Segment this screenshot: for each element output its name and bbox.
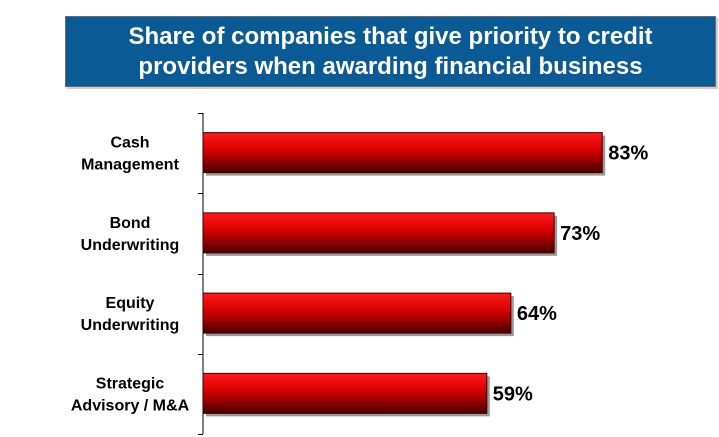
bar: [202, 292, 512, 334]
category-label: Advisory / M&A: [71, 397, 190, 414]
category-label: Management: [81, 157, 179, 174]
category-label: Cash: [110, 135, 149, 152]
category-label: Strategic: [96, 375, 165, 392]
label-layer: 83% Cash Management 73% Bond Underwriting 64% E…: [71, 135, 649, 415]
bar-layer: [202, 132, 606, 417]
bar: [202, 372, 488, 414]
category-label: Bond: [110, 215, 151, 232]
data-label: 83%: [608, 143, 648, 165]
data-label: 59%: [493, 383, 533, 405]
data-label: 73%: [560, 223, 600, 245]
category-label: Equity: [106, 295, 155, 312]
axis-layer: [198, 113, 204, 435]
chart-title-box: Share of companies that give priority to…: [65, 16, 716, 87]
category-label: Underwriting: [81, 317, 180, 334]
chart-title: Share of companies that give priority to…: [128, 22, 653, 80]
bar: [202, 212, 555, 254]
category-label: Underwriting: [81, 237, 180, 254]
bar: [202, 132, 603, 174]
data-label: 64%: [517, 303, 557, 325]
